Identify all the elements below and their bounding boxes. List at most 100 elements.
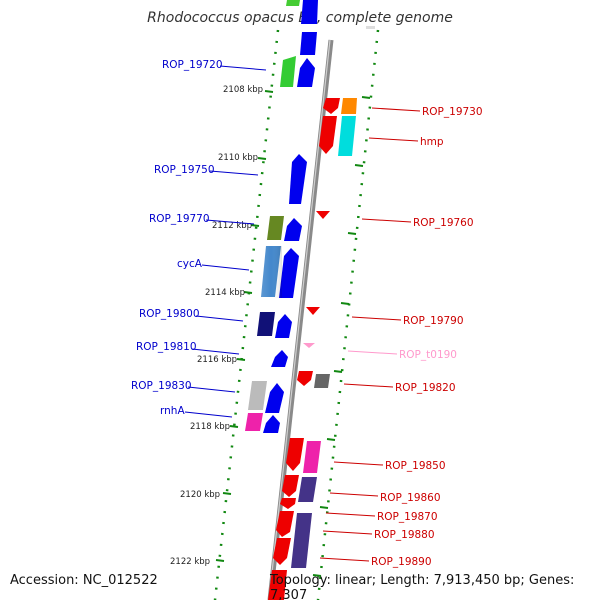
gene-label[interactable]: ROP_19760 [413,217,474,229]
gene-label[interactable]: ROP_19890 [371,556,432,568]
kbp-label: 2108 kbp [223,85,263,95]
tick-mark [333,370,343,373]
kbp-label: 2110 kbp [218,153,258,163]
gene-arrow[interactable] [291,513,312,568]
gene-arrow[interactable] [306,307,320,315]
gene-arrow[interactable] [282,475,299,497]
gene-arrow[interactable] [279,248,299,298]
gene-arrow[interactable] [316,211,330,219]
connector-line [343,383,394,388]
tick-mark [361,96,371,99]
connector-line [219,65,267,71]
gene-label[interactable]: rnhA [160,405,185,417]
gene-label[interactable]: ROP_19770 [149,213,210,225]
connector-line [329,492,379,497]
gene-label[interactable]: ROP_19850 [385,460,446,472]
kbp-ticks [215,90,371,577]
left-gene-labels: ROP_19720 ROP_19750 ROP_19770 cycA ROP_1… [131,59,223,417]
gene-arrow[interactable] [280,498,296,509]
gene-arrow[interactable] [268,570,287,600]
gene-arrow[interactable] [319,116,337,154]
gene-arrow[interactable] [338,116,356,156]
gene-label[interactable]: ROP_19830 [131,380,192,392]
connector-line [195,315,244,322]
connector-line [191,348,240,355]
gene-label[interactable]: cycA [177,258,203,270]
gene-arrow[interactable] [248,381,267,410]
connector-line [209,170,259,176]
gene-arrow[interactable] [257,312,275,336]
gene-label[interactable]: ROP_19800 [139,308,200,320]
gene-arrow[interactable] [245,413,263,431]
tick-mark [236,358,246,361]
genome-backbone-highlight [268,39,331,600]
gene-label[interactable]: hmp [420,136,444,148]
gene-arrow[interactable] [314,374,330,388]
label-connectors [184,65,421,562]
gene-arrow[interactable] [271,350,288,367]
tick-mark [340,302,350,305]
connector-line [333,461,384,466]
gene-arrow[interactable] [297,58,315,87]
connector-line [351,316,402,321]
gene-arrow[interactable] [276,511,294,537]
gene-arrow[interactable] [303,343,315,348]
gene-arrow[interactable] [303,441,321,473]
gene-arrow[interactable] [341,98,357,114]
gene-arrow[interactable] [323,98,340,114]
tick-mark [257,157,267,160]
gene-label[interactable]: ROP_t0190 [399,349,457,361]
gene-arrow[interactable] [286,0,300,6]
right-gene-labels: ROP_19730 hmp ROP_19760 ROP_19790 ROP_t0… [371,106,483,568]
tick-mark [243,291,253,294]
outer-left-dotted-line [213,29,280,600]
tick-mark [312,574,322,577]
kbp-labels: 2108 kbp 2110 kbp 2112 kbp 2114 kbp 2116… [170,85,263,567]
kbp-label: 2122 kbp [170,557,210,567]
gene-label[interactable]: ROP_19730 [422,106,483,118]
gene-label[interactable]: ROP_19820 [395,382,456,394]
left-inner-genes [263,0,318,433]
gene-label[interactable]: ROP_19790 [403,315,464,327]
gene-label[interactable]: ROP_19860 [380,492,441,504]
tick-mark [347,232,357,235]
gene-arrow[interactable] [286,438,304,471]
connector-line [368,137,419,142]
gene-arrow[interactable] [280,56,296,87]
kbp-label: 2114 kbp [205,288,245,298]
gene-arrow[interactable] [298,477,317,502]
gene-label[interactable]: ROP_19720 [162,59,223,71]
tick-mark [354,164,364,167]
accession-label: Accession: NC_012522 [10,573,158,588]
connector-line [187,386,236,393]
tick-mark [264,90,274,93]
connector-line [201,264,250,271]
gene-arrow[interactable] [289,154,307,204]
gene-label[interactable]: ROP_19880 [374,529,435,541]
gene-arrow[interactable] [366,26,375,29]
kbp-label: 2120 kbp [180,490,220,500]
outer-right-dotted-line [316,29,380,600]
gene-label[interactable]: ROP_19750 [154,164,215,176]
gene-label[interactable]: ROP_19810 [136,341,197,353]
gene-arrow[interactable] [300,32,317,55]
gene-arrow[interactable] [301,0,318,24]
gene-label[interactable]: ROP_19870 [377,511,438,523]
tick-mark [215,559,225,562]
right-genes [268,26,375,600]
shade-band [260,246,282,298]
tick-mark [222,492,232,495]
gene-arrow[interactable] [275,314,292,338]
gene-arrow[interactable] [267,216,284,240]
tick-mark [229,425,239,428]
gene-arrow[interactable] [263,415,280,433]
tick-mark [250,224,260,227]
gene-arrow[interactable] [273,538,291,565]
gene-arrow[interactable] [297,371,313,386]
gene-arrow[interactable] [284,218,302,241]
connector-line [361,218,412,223]
connector-line [322,530,373,535]
gene-arrow[interactable] [265,383,284,413]
